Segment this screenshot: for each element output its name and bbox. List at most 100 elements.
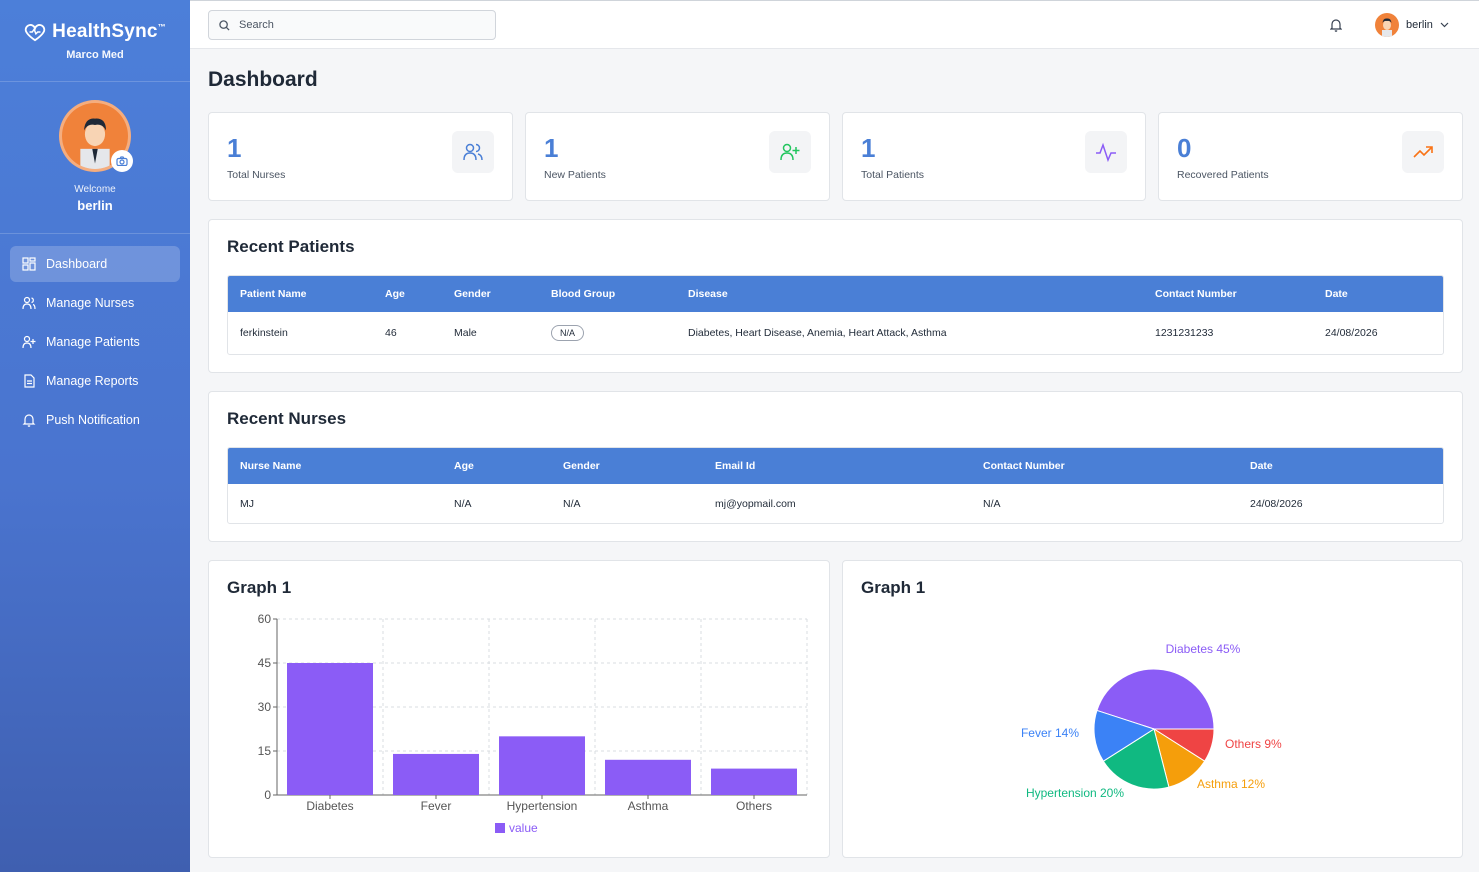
- stat-label: Recovered Patients: [1177, 169, 1269, 181]
- column-header[interactable]: Age: [442, 448, 551, 484]
- user-plus-icon: [22, 335, 36, 349]
- bell-icon: [22, 414, 36, 427]
- column-header[interactable]: Date: [1313, 276, 1443, 312]
- users-icon: [22, 296, 36, 310]
- sidebar-item-label: Dashboard: [46, 257, 108, 271]
- legend-label: value: [509, 821, 538, 835]
- users-icon: [452, 131, 494, 173]
- bar-chart: 0 15 30 45 60 Diabetes Fever Hypertension Asthma…: [258, 612, 808, 835]
- activity-icon: [1085, 131, 1127, 173]
- y-tick-label: 0: [264, 788, 271, 802]
- y-tick-label: 45: [258, 656, 272, 670]
- column-header[interactable]: Email Id: [703, 448, 971, 484]
- column-header[interactable]: Date: [1238, 448, 1443, 484]
- stat-card-total-nurses: 1 Total Nurses: [208, 112, 513, 201]
- pie-slice-hypertension: [1102, 728, 1170, 790]
- gender-cell: Male: [454, 327, 477, 339]
- bar-chart-card: Graph 1 0 15 30 45 60 Diabetes Fever Hypertensi…: [208, 560, 830, 858]
- stat-label: Total Patients: [861, 169, 925, 181]
- column-header[interactable]: Gender: [551, 448, 703, 484]
- sidebar-item-label: Manage Reports: [46, 374, 139, 388]
- contact-cell: N/A: [983, 497, 1001, 510]
- notification-bell-icon[interactable]: [1330, 18, 1342, 32]
- column-header[interactable]: Contact Number: [1143, 276, 1313, 312]
- user-avatar: [1375, 13, 1399, 37]
- stat-card-total-patients: 1 Total Patients: [842, 112, 1146, 201]
- date-cell: 24/08/2026: [1325, 327, 1378, 339]
- section-title: Recent Nurses: [227, 409, 347, 428]
- age-cell: 46: [385, 327, 397, 339]
- y-tick-label: 15: [258, 744, 272, 758]
- table-row[interactable]: MJ N/A N/A mj@yopmail.com N/A 24/08/2026: [228, 484, 1443, 523]
- user-menu[interactable]: berlin: [1375, 13, 1449, 37]
- bar-fever: [393, 753, 479, 795]
- table-header-row: Nurse Name Age Gender Email Id Contact N…: [228, 448, 1443, 484]
- search-icon: [219, 19, 230, 31]
- sidebar-item-manage-nurses[interactable]: Manage Nurses: [10, 285, 180, 321]
- search-input[interactable]: [239, 19, 479, 31]
- camera-icon[interactable]: [111, 150, 133, 172]
- y-tick-label: 30: [258, 700, 272, 714]
- recent-nurses-table: Nurse Name Age Gender Email Id Contact N…: [227, 447, 1444, 524]
- stat-label: New Patients: [544, 169, 606, 181]
- date-cell: 24/08/2026: [1250, 497, 1303, 510]
- pie-chart: Diabetes 45% Others 9% Asthma 12% Hypertens…: [1021, 642, 1282, 800]
- avatar: [59, 100, 131, 172]
- pie-chart-card: Graph 1 Diabetes 45% Others 9% Asthma 12% H…: [842, 560, 1463, 858]
- grid-icon: [22, 257, 36, 271]
- pie-label: Hypertension 20%: [1026, 786, 1124, 800]
- x-tick-label: Asthma: [628, 799, 669, 813]
- stat-value: 1: [227, 133, 242, 163]
- topbar: berlin: [190, 0, 1479, 49]
- email-cell: mj@yopmail.com: [715, 497, 796, 510]
- x-tick-label: Diabetes: [306, 799, 353, 813]
- heart-sync-icon: [24, 23, 46, 41]
- sidebar-item-label: Manage Nurses: [46, 296, 135, 310]
- sidebar-item-dashboard[interactable]: Dashboard: [10, 246, 180, 282]
- sidebar-item-manage-reports[interactable]: Manage Reports: [10, 363, 180, 399]
- table-row[interactable]: ferkinstein 46 Male N/A Diabetes, Heart …: [228, 312, 1443, 354]
- column-header[interactable]: Age: [373, 276, 442, 312]
- sidebar-nav: Dashboard Manage Nurses Manage Patients …: [0, 234, 190, 453]
- sidebar-item-push-notification[interactable]: Push Notification: [10, 402, 180, 438]
- x-tick-label: Fever: [421, 799, 452, 813]
- brand: HealthSync™ Marco Med: [0, 0, 190, 82]
- user-plus-icon: [769, 131, 811, 173]
- search-box[interactable]: [208, 10, 496, 40]
- contact-cell: 1231231233: [1155, 327, 1214, 339]
- column-header[interactable]: Contact Number: [971, 448, 1238, 484]
- pie-label: Asthma 12%: [1197, 777, 1265, 791]
- profile-username: berlin: [77, 198, 113, 213]
- recent-nurses-card: Recent Nurses Nurse Name Age Gender Emai…: [208, 391, 1463, 542]
- column-header[interactable]: Gender: [442, 276, 539, 312]
- column-header[interactable]: Nurse Name: [228, 448, 442, 484]
- recent-patients-card: Recent Patients Patient Name Age Gender …: [208, 219, 1463, 373]
- stat-value: 1: [861, 133, 876, 163]
- stat-card-new-patients: 1 New Patients: [525, 112, 830, 201]
- chevron-down-icon: [1440, 22, 1449, 28]
- blood-group-cell: N/A: [539, 312, 676, 354]
- gender-cell: N/A: [563, 497, 581, 510]
- bar-diabetes: [287, 663, 373, 795]
- stat-value: 1: [544, 133, 559, 163]
- welcome-label: Welcome: [74, 184, 116, 195]
- nurse-name-cell: MJ: [240, 497, 254, 510]
- patient-name-cell: ferkinstein: [240, 327, 288, 339]
- pie-label: Others 9%: [1225, 737, 1282, 751]
- section-title: Recent Patients: [227, 237, 355, 256]
- pie-slice-diabetes: [1096, 668, 1215, 730]
- column-header[interactable]: Disease: [676, 276, 1143, 312]
- column-header[interactable]: Patient Name: [228, 276, 373, 312]
- disease-cell: Diabetes, Heart Disease, Anemia, Heart A…: [688, 327, 947, 339]
- stat-label: Total Nurses: [227, 169, 286, 181]
- pie-slice-fever: [1093, 709, 1156, 762]
- bar-asthma: [605, 759, 691, 795]
- profile: Welcome berlin: [0, 82, 190, 234]
- column-header[interactable]: Blood Group: [539, 276, 676, 312]
- age-cell: N/A: [454, 497, 472, 510]
- recent-patients-table: Patient Name Age Gender Blood Group Dise…: [227, 275, 1444, 355]
- x-tick-label: Hypertension: [507, 799, 578, 813]
- x-tick-label: Others: [736, 799, 772, 813]
- sidebar-item-manage-patients[interactable]: Manage Patients: [10, 324, 180, 360]
- stat-value: 0: [1177, 133, 1192, 163]
